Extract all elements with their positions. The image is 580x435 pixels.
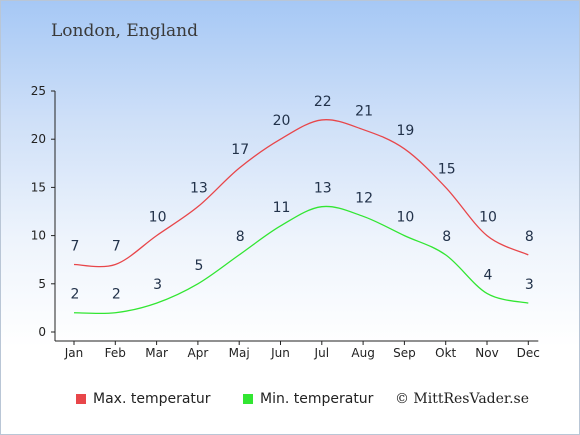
y-tick-label: 5 (38, 277, 46, 291)
data-label-max: 10 (149, 210, 167, 226)
x-tick-label: Sep (393, 346, 416, 360)
x-tick-label: Jan (64, 346, 84, 360)
legend-label-max: Max. temperatur (93, 391, 211, 407)
y-tick-label: 25 (31, 84, 46, 98)
data-label-max: 21 (355, 104, 373, 120)
data-label-min: 12 (355, 190, 373, 206)
legend-swatch-max (76, 394, 86, 404)
data-label-min: 13 (314, 181, 332, 197)
y-tick-label: 20 (31, 132, 46, 146)
data-label-max: 19 (396, 123, 414, 139)
data-label-min: 10 (396, 210, 414, 226)
series-line-max (73, 119, 529, 268)
legend-swatch-min (243, 394, 253, 404)
data-label-min: 8 (442, 229, 451, 245)
copyright-text: © MittResVader.se (394, 391, 529, 407)
data-label-min: 11 (273, 200, 291, 216)
data-label-min: 4 (484, 267, 493, 283)
data-label-min: 3 (525, 277, 534, 293)
legend-label-min: Min. temperatur (260, 391, 374, 407)
data-label-max: 13 (190, 181, 208, 197)
series-line-min (73, 205, 529, 315)
data-label-min: 2 (71, 287, 80, 303)
data-label-max: 15 (438, 161, 456, 177)
location-title: London, England (51, 21, 198, 41)
y-tick-label: 0 (38, 325, 46, 339)
data-label-max: 10 (479, 210, 497, 226)
x-tick-label: Okt (435, 346, 456, 360)
x-tick-label: Jul (314, 346, 329, 360)
data-label-min: 8 (236, 229, 245, 245)
y-tick-label: 15 (31, 180, 46, 194)
x-tick-label: Feb (105, 346, 126, 360)
data-label-min: 3 (153, 277, 162, 293)
data-label-max: 22 (314, 94, 332, 110)
x-tick-label: Nov (475, 346, 498, 360)
data-label-min: 2 (112, 287, 121, 303)
data-label-max: 20 (273, 113, 291, 129)
x-tick-label: Aug (351, 346, 374, 360)
data-label-max: 17 (231, 142, 249, 158)
x-tick-label: Maj (229, 346, 250, 360)
legend-item-min: Min. temperatur (243, 391, 373, 407)
data-label-max: 8 (525, 229, 534, 245)
data-label-max: 7 (71, 239, 80, 255)
x-tick-label: Jun (270, 346, 290, 360)
data-label-max: 7 (112, 239, 121, 255)
x-tick-label: Dec (517, 346, 540, 360)
x-tick-label: Apr (188, 346, 209, 360)
data-label-min: 5 (194, 258, 203, 274)
legend-item-max: Max. temperatur (76, 391, 211, 407)
y-tick-label: 10 (31, 229, 46, 243)
x-tick-label: Mar (145, 346, 168, 360)
